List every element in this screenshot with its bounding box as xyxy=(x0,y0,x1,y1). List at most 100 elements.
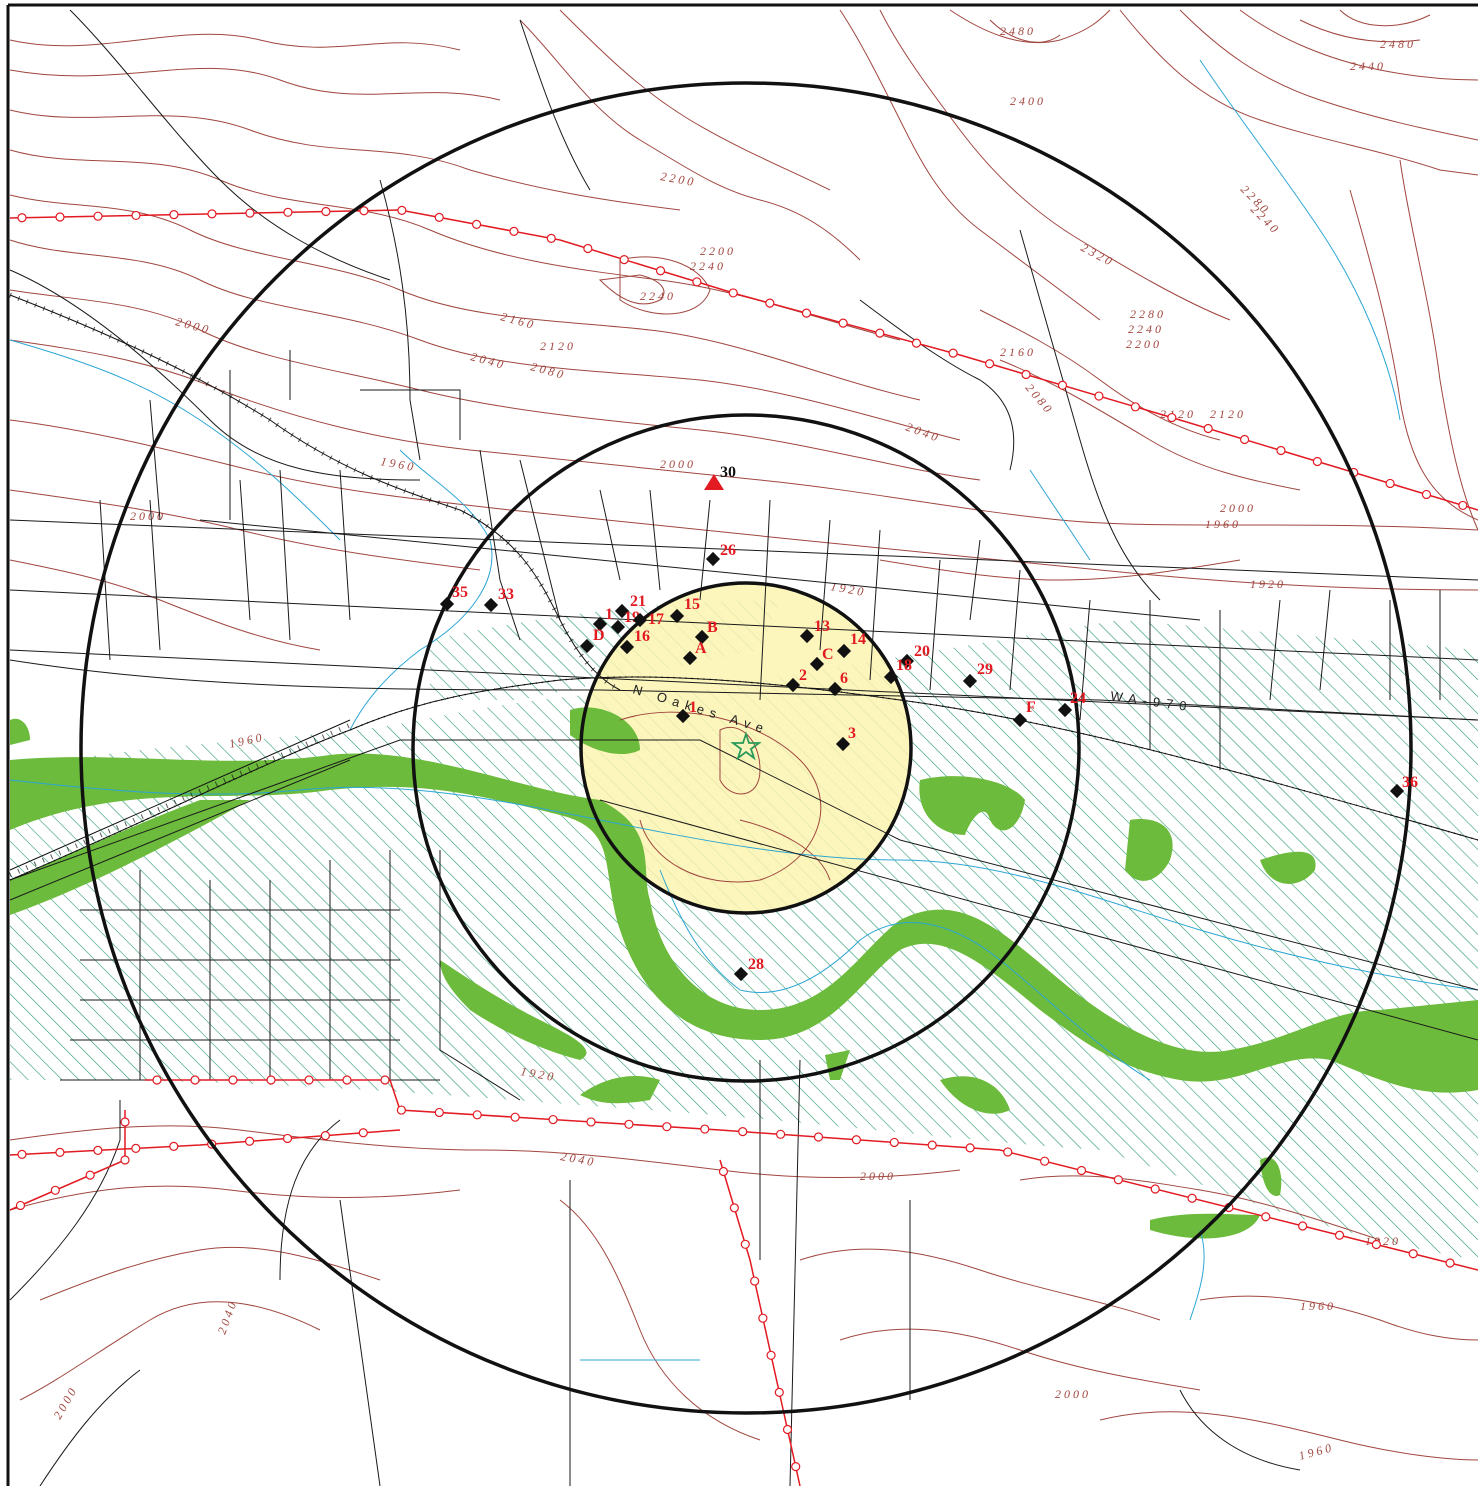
site-marker[interactable]: 6 xyxy=(827,670,848,697)
site-label: 3 xyxy=(848,725,856,742)
power-pole-icon xyxy=(1040,1156,1050,1166)
power-pole-icon xyxy=(131,210,141,221)
outer-ring xyxy=(79,81,1413,1415)
contour-label: 2480 xyxy=(1380,37,1416,51)
power-pole-icon xyxy=(1003,1147,1013,1157)
site-marker[interactable]: A xyxy=(682,640,707,666)
power-pole-icon xyxy=(397,205,407,215)
site-label: 26 xyxy=(720,542,736,559)
site-marker[interactable]: 1 xyxy=(592,606,613,632)
site-marker[interactable]: 16 xyxy=(619,628,650,655)
site-marker[interactable]: 17 xyxy=(632,611,664,628)
site-marker[interactable]: 13 xyxy=(799,618,830,644)
power-pole-icon xyxy=(766,1350,776,1360)
site-label: 33 xyxy=(498,586,514,603)
power-pole-icon xyxy=(152,1075,162,1085)
power-pole-icon xyxy=(948,348,958,358)
power-pole-icon xyxy=(619,255,629,265)
contour-label: 2480 xyxy=(1000,24,1036,38)
source-star-icon xyxy=(730,731,762,761)
power-pole-icon xyxy=(472,1110,482,1120)
site-label: 1 xyxy=(689,699,697,716)
power-pole-icon xyxy=(718,1166,729,1177)
site-marker[interactable]: D xyxy=(579,627,605,654)
site-label: 18 xyxy=(896,657,912,674)
power-pole-icon xyxy=(282,1133,293,1144)
power-pole-icon xyxy=(965,1143,975,1153)
inner-ring xyxy=(579,581,913,915)
site-marker[interactable]: 2 xyxy=(785,667,807,693)
site-marker[interactable]: 29 xyxy=(962,661,993,689)
contour-label: 2160 xyxy=(1000,345,1036,359)
power-pole-icon xyxy=(740,1239,750,1249)
contour-label: 2200 xyxy=(659,169,697,189)
site-marker[interactable]: C xyxy=(809,646,834,672)
power-pole-icon xyxy=(50,1185,60,1195)
power-pole-icon xyxy=(1312,456,1322,467)
site-marker[interactable]: 1 xyxy=(675,699,697,724)
power-pole-icon xyxy=(624,1119,634,1129)
site-marker[interactable]: 28 xyxy=(733,956,764,982)
site-label: 21 xyxy=(630,593,646,610)
site-marker[interactable]: 35 xyxy=(439,584,468,612)
power-pole-icon xyxy=(228,1075,238,1085)
railroad-lines xyxy=(8,292,1478,881)
site-marker[interactable]: F xyxy=(1012,699,1036,728)
site-marker[interactable]: 36 xyxy=(1389,774,1418,799)
site-marker[interactable]: 14 xyxy=(836,631,866,659)
diamond-icon xyxy=(1389,783,1405,799)
diamond-icon xyxy=(1057,702,1073,718)
diamond-icon xyxy=(809,656,825,672)
power-pole-icon xyxy=(985,359,995,369)
diamond-icon xyxy=(899,653,915,669)
site-label: 16 xyxy=(634,628,650,645)
site-label: 2 xyxy=(799,667,807,684)
power-pole-icon xyxy=(1298,1221,1308,1231)
power-pole-icon xyxy=(1458,500,1468,511)
contour-label: 2000 xyxy=(130,509,166,523)
site-marker[interactable]: 21 xyxy=(614,593,646,619)
power-pole-icon xyxy=(1094,391,1104,401)
site-marker[interactable]: 26 xyxy=(705,542,736,567)
contour-label: 2400 xyxy=(1010,94,1046,108)
site-marker[interactable]: 3 xyxy=(835,725,856,752)
power-pole-icon xyxy=(120,1155,130,1165)
site-marker[interactable]: 30 xyxy=(704,464,736,490)
diamond-icon xyxy=(836,643,852,659)
site-label: 30 xyxy=(720,464,736,481)
power-pole-icon xyxy=(655,266,666,276)
contour-label: 2240 xyxy=(640,289,676,303)
diamond-icon xyxy=(632,612,648,628)
power-pole-icon xyxy=(758,1313,768,1323)
power-pole-icon xyxy=(586,1117,596,1127)
power-pole-icon xyxy=(321,206,331,217)
power-pole-icon xyxy=(207,209,217,219)
power-pole-icon xyxy=(1113,1175,1123,1185)
site-marker[interactable]: 15 xyxy=(669,596,700,624)
site-marker[interactable]: 33 xyxy=(483,586,514,613)
site-marker[interactable]: 18 xyxy=(883,657,912,685)
street-grid xyxy=(9,9,1478,1487)
power-pole-icon xyxy=(304,1075,314,1085)
contour-label: 1920 xyxy=(519,1064,557,1084)
wetland-areas xyxy=(10,707,1478,1239)
site-marker[interactable]: 20 xyxy=(899,643,930,669)
contour-label: 2000 xyxy=(860,1169,896,1183)
power-pole-icon xyxy=(509,226,519,236)
power-pole-icon xyxy=(169,1141,179,1151)
power-pole-icon xyxy=(782,1424,793,1435)
contour-label: 2000 xyxy=(1220,501,1256,515)
power-pole-icon xyxy=(1150,1184,1160,1194)
site-marker[interactable]: B xyxy=(694,619,718,645)
power-pole-icon xyxy=(546,233,556,243)
power-pole-icon xyxy=(1187,1193,1197,1203)
site-label: 17 xyxy=(648,611,664,628)
streams xyxy=(9,59,1478,1361)
contour-label: 2200 xyxy=(1126,337,1162,351)
site-marker[interactable]: 24 xyxy=(1057,690,1086,718)
site-label: F xyxy=(1026,699,1036,716)
contour-label: 1920 xyxy=(1250,577,1286,591)
power-pole-icon xyxy=(55,1147,65,1157)
power-pole-icon xyxy=(1421,489,1432,500)
diamond-icon xyxy=(962,673,978,689)
